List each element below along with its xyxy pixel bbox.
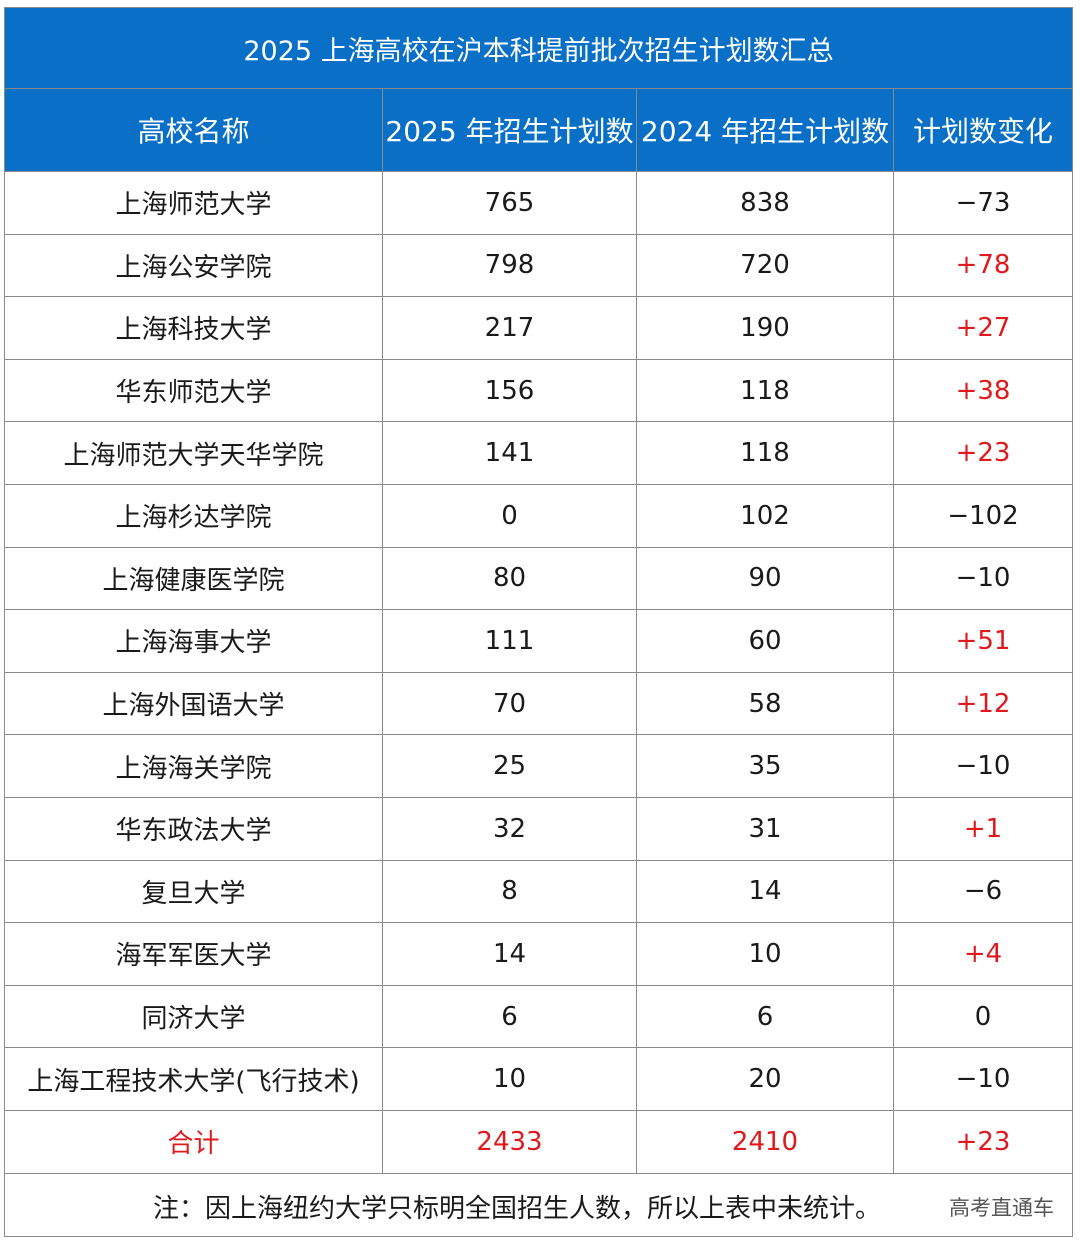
header-plan-change: 计划数变化 xyxy=(892,88,1074,172)
total-label: 合计 xyxy=(4,1109,383,1174)
table-header-row: 高校名称 2025 年招生计划数 2024 年招生计划数 计划数变化 xyxy=(4,88,1074,172)
plan-change-cell: −6 xyxy=(892,859,1074,924)
plan-2025-cell: 141 xyxy=(382,421,637,485)
plan-2024-cell: 118 xyxy=(636,421,894,485)
plan-2024-cell: 6 xyxy=(636,984,894,1049)
table-row: 上海杉达学院 0 102 −102 xyxy=(4,483,1074,548)
plan-2025-cell: 25 xyxy=(382,734,637,798)
table-row: 上海健康医学院 80 90 −10 xyxy=(4,546,1074,611)
plan-2025-cell: 10 xyxy=(382,1047,637,1111)
university-name-cell: 上海海关学院 xyxy=(4,734,383,798)
plan-2025-cell: 798 xyxy=(382,233,637,298)
university-name-cell: 上海师范大学 xyxy=(4,171,383,235)
plan-change-cell: +78 xyxy=(892,233,1074,298)
table-row: 上海海事大学 111 60 +51 xyxy=(4,609,1074,673)
university-name-cell: 上海杉达学院 xyxy=(4,483,383,548)
plan-2024-cell: 118 xyxy=(636,358,894,423)
total-row: 合计 2433 2410 +23 xyxy=(4,1109,1074,1174)
table-row: 上海公安学院 798 720 +78 xyxy=(4,233,1074,298)
plan-change-cell: +23 xyxy=(892,421,1074,485)
university-name-cell: 上海师范大学天华学院 xyxy=(4,421,383,485)
plan-change-cell: +4 xyxy=(892,922,1074,986)
university-name-cell: 上海工程技术大学(飞行技术) xyxy=(4,1047,383,1111)
table-row: 华东政法大学 32 31 +1 xyxy=(4,796,1074,861)
note-cell: 注：因上海纽约大学只标明全国招生人数，所以上表中未统计。 高考直通车 xyxy=(3,1172,1074,1237)
table-row: 上海海关学院 25 35 −10 xyxy=(4,734,1074,798)
plan-2024-cell: 60 xyxy=(636,609,894,673)
header-university: 高校名称 xyxy=(4,88,383,172)
table-title: 2025 上海高校在沪本科提前批次招生计划数汇总 xyxy=(3,7,1074,89)
university-name-cell: 上海科技大学 xyxy=(4,296,383,360)
plan-2024-cell: 58 xyxy=(636,671,894,736)
plan-2024-cell: 102 xyxy=(636,483,894,548)
plan-2024-cell: 31 xyxy=(636,796,894,861)
university-name-cell: 上海健康医学院 xyxy=(4,546,383,611)
university-name-cell: 上海外国语大学 xyxy=(4,671,383,736)
university-name-cell: 上海公安学院 xyxy=(4,233,383,298)
table-row: 上海师范大学 765 838 −73 xyxy=(4,171,1074,235)
plan-2024-cell: 20 xyxy=(636,1047,894,1111)
table-row: 复旦大学 8 14 −6 xyxy=(4,859,1074,924)
table-row: 海军军医大学 14 10 +4 xyxy=(4,922,1074,986)
plan-2025-cell: 14 xyxy=(382,922,637,986)
university-name-cell: 华东政法大学 xyxy=(4,796,383,861)
table-row: 上海外国语大学 70 58 +12 xyxy=(4,671,1074,736)
university-name-cell: 海军军医大学 xyxy=(4,922,383,986)
plan-2025-cell: 0 xyxy=(382,483,637,548)
table-row: 上海师范大学天华学院 141 118 +23 xyxy=(4,421,1074,485)
university-name-cell: 华东师范大学 xyxy=(4,358,383,423)
plan-2024-cell: 35 xyxy=(636,734,894,798)
plan-2024-cell: 90 xyxy=(636,546,894,611)
table-body: 上海师范大学 765 838 −73 上海公安学院 798 720 +78 上海科技大学 217 1… xyxy=(4,171,1074,1111)
plan-2025-cell: 70 xyxy=(382,671,637,736)
plan-change-cell: −10 xyxy=(892,546,1074,611)
header-2025-plan: 2025 年招生计划数 xyxy=(382,88,637,172)
plan-table: 2025 上海高校在沪本科提前批次招生计划数汇总 高校名称 2025 年招生计划… xyxy=(3,7,1074,1237)
plan-change-cell: +51 xyxy=(892,609,1074,673)
table-row: 上海科技大学 217 190 +27 xyxy=(4,296,1074,360)
plan-2025-cell: 32 xyxy=(382,796,637,861)
plan-2024-cell: 10 xyxy=(636,922,894,986)
plan-change-cell: −10 xyxy=(892,1047,1074,1111)
university-name-cell: 上海海事大学 xyxy=(4,609,383,673)
plan-change-cell: +12 xyxy=(892,671,1074,736)
header-2024-plan: 2024 年招生计划数 xyxy=(636,88,894,172)
table-title-row: 2025 上海高校在沪本科提前批次招生计划数汇总 xyxy=(3,7,1074,89)
plan-2025-cell: 80 xyxy=(382,546,637,611)
plan-2024-cell: 838 xyxy=(636,171,894,235)
plan-change-cell: 0 xyxy=(892,984,1074,1049)
plan-summary-container: 2025 上海高校在沪本科提前批次招生计划数汇总 高校名称 2025 年招生计划… xyxy=(3,7,1074,1237)
table-row: 上海工程技术大学(飞行技术) 10 20 −10 xyxy=(4,1047,1074,1111)
university-name-cell: 复旦大学 xyxy=(4,859,383,924)
watermark: 高考直通车 xyxy=(949,1195,1055,1220)
total-2025: 2433 xyxy=(382,1109,637,1174)
plan-2025-cell: 156 xyxy=(382,358,637,423)
total-2024: 2410 xyxy=(636,1109,894,1174)
plan-change-cell: −102 xyxy=(892,483,1074,548)
table-row: 同济大学 6 6 0 xyxy=(4,984,1074,1049)
plan-2024-cell: 190 xyxy=(636,296,894,360)
university-name-cell: 同济大学 xyxy=(4,984,383,1049)
plan-2025-cell: 217 xyxy=(382,296,637,360)
footnote: 注：因上海纽约大学只标明全国招生人数，所以上表中未统计。 xyxy=(153,1193,882,1224)
plan-2025-cell: 6 xyxy=(382,984,637,1049)
note-row: 注：因上海纽约大学只标明全国招生人数，所以上表中未统计。 高考直通车 xyxy=(3,1172,1074,1237)
plan-change-cell: +38 xyxy=(892,358,1074,423)
plan-change-cell: −10 xyxy=(892,734,1074,798)
plan-2025-cell: 111 xyxy=(382,609,637,673)
total-change: +23 xyxy=(892,1109,1074,1174)
plan-2024-cell: 14 xyxy=(636,859,894,924)
plan-2024-cell: 720 xyxy=(636,233,894,298)
plan-2025-cell: 765 xyxy=(382,171,637,235)
plan-change-cell: +27 xyxy=(892,296,1074,360)
plan-2025-cell: 8 xyxy=(382,859,637,924)
table-row: 华东师范大学 156 118 +38 xyxy=(4,358,1074,423)
plan-change-cell: −73 xyxy=(892,171,1074,235)
plan-change-cell: +1 xyxy=(892,796,1074,861)
